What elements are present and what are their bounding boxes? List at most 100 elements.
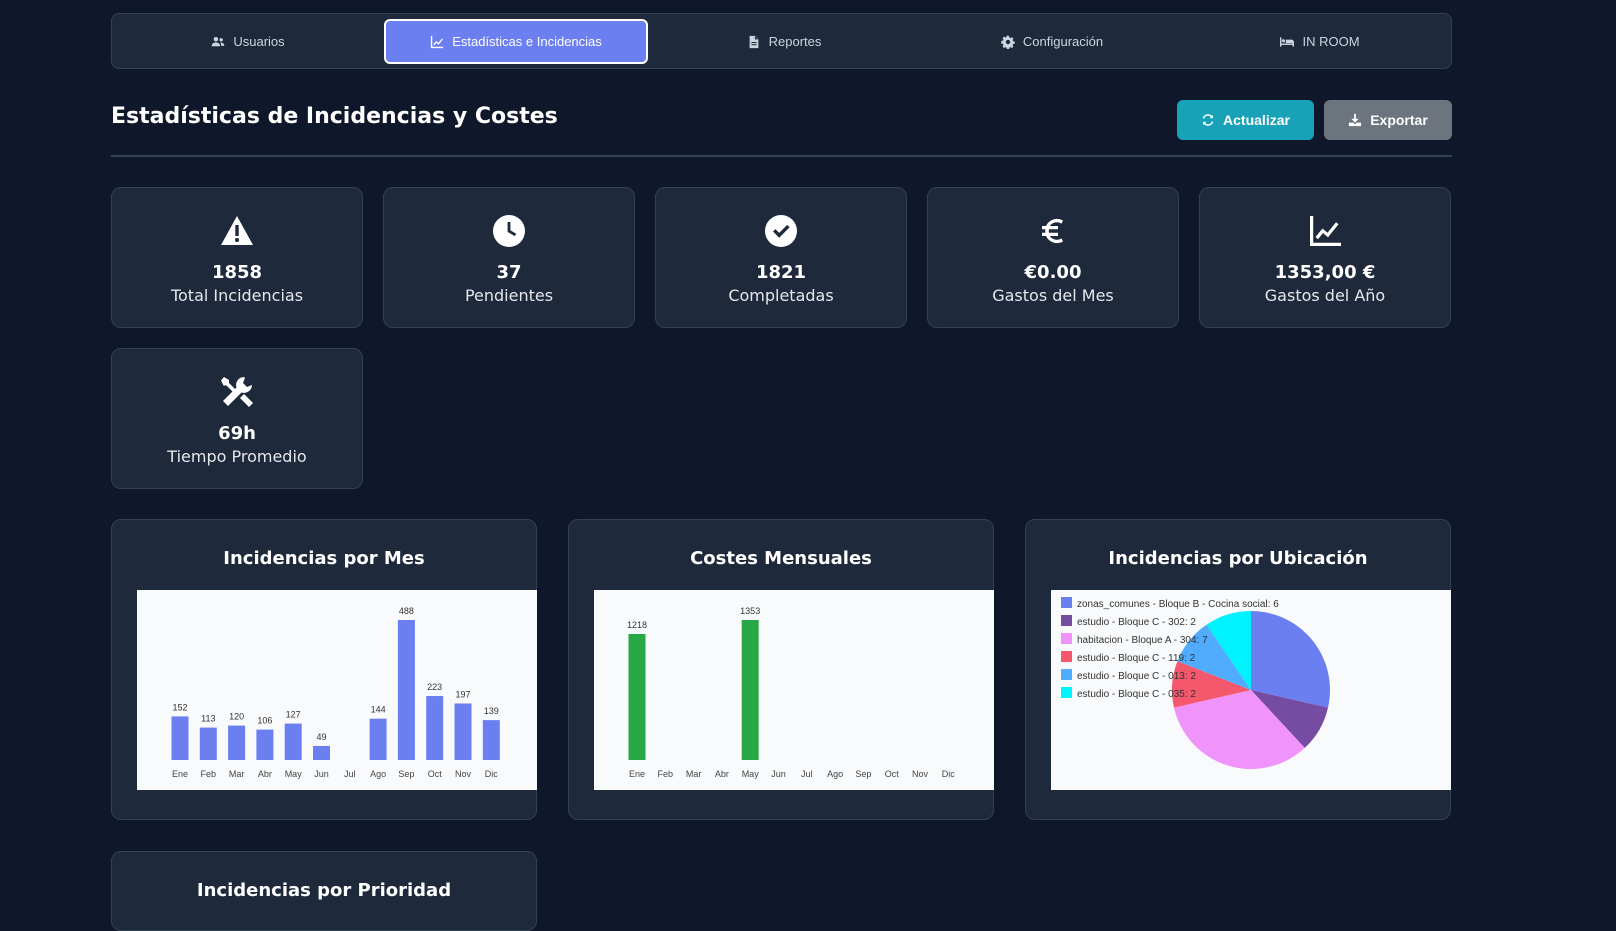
bar xyxy=(369,718,387,760)
legend-label: estudio - Bloque C - 119: 2 xyxy=(1077,653,1196,664)
legend-label: estudio - Bloque C - 013: 2 xyxy=(1077,671,1196,682)
tick-label: Mar xyxy=(229,769,245,779)
legend-swatch xyxy=(1061,687,1072,698)
stat-value: 1858 xyxy=(211,262,263,283)
stat-value: 69h xyxy=(218,423,256,444)
refresh-icon xyxy=(1202,114,1214,126)
tick-label: May xyxy=(285,769,303,779)
tick-label: Nov xyxy=(455,769,472,779)
chart-title: Incidencias por Prioridad xyxy=(196,880,452,901)
data-label: 139 xyxy=(484,706,499,716)
stat-icon-wrap xyxy=(656,214,906,248)
tick-label: Jul xyxy=(344,769,356,779)
bar-chart-by-month: 152 Ene 113 Feb 120 Mar 106 Abr 127 May 49 Jun Jul 14… xyxy=(171,606,500,779)
bar xyxy=(741,620,759,760)
bar xyxy=(171,716,189,760)
tick-label: Nov xyxy=(912,769,929,779)
bar xyxy=(397,620,415,760)
tick-label: Oct xyxy=(885,769,900,779)
stat-card-month-costs: €0.00 Gastos del Mes xyxy=(927,187,1179,328)
chart-line-icon xyxy=(1310,216,1341,246)
stat-label: Gastos del Mes xyxy=(992,286,1114,305)
tick-label: Jun xyxy=(314,769,329,779)
tick-label: Dic xyxy=(485,769,498,779)
data-label: 127 xyxy=(286,710,301,720)
pie-slice xyxy=(1251,611,1330,708)
chart-title: Incidencias por Mes xyxy=(223,548,425,569)
bar xyxy=(284,723,302,760)
bar xyxy=(199,727,217,760)
tab-usuarios[interactable]: Usuarios xyxy=(116,19,380,64)
stat-label: Completadas xyxy=(728,286,834,305)
check-circle-icon xyxy=(765,215,797,247)
tab-estadisticas[interactable]: Estadísticas e Incidencias xyxy=(384,19,648,64)
stat-label: Total Incidencias xyxy=(170,286,304,305)
legend-label: estudio - Bloque C - 302: 2 xyxy=(1077,617,1196,628)
tick-label: Ene xyxy=(629,769,645,779)
bar-chart-costs: 1218 Ene Feb Mar Abr 1353 May Jun Jul Ago Sep Oct No… xyxy=(627,606,955,779)
tab-label: Configuración xyxy=(1022,34,1104,49)
file-icon xyxy=(749,35,758,48)
pie-slice xyxy=(1173,690,1305,769)
data-label: 197 xyxy=(455,689,470,699)
refresh-button[interactable]: Actualizar xyxy=(1177,100,1314,140)
main-navbar: Usuarios Estadísticas e Incidencias Repo… xyxy=(111,13,1452,69)
chart-title: Costes Mensuales xyxy=(690,548,872,569)
tab-reportes[interactable]: Reportes xyxy=(652,19,916,64)
legend-swatch xyxy=(1061,669,1072,680)
legend-swatch xyxy=(1061,633,1072,644)
stat-card-year-costs: 1353,00 € Gastos del Año xyxy=(1199,187,1451,328)
stat-icon-wrap xyxy=(384,214,634,248)
stat-card-pending: 37 Pendientes xyxy=(383,187,635,328)
bar xyxy=(228,725,246,760)
tick-label: Ago xyxy=(827,769,843,779)
tick-label: Sep xyxy=(398,769,414,779)
refresh-label: Actualizar xyxy=(1223,112,1290,128)
tab-configuracion[interactable]: Configuración xyxy=(920,19,1184,64)
pie-slice xyxy=(1251,690,1329,748)
tab-in-room[interactable]: IN ROOM xyxy=(1188,19,1452,64)
chart-line-icon xyxy=(431,35,444,48)
stat-icon-wrap xyxy=(1200,214,1450,248)
tick-label: Feb xyxy=(201,769,217,779)
data-label: 152 xyxy=(172,702,187,712)
tab-label: Estadísticas e Incidencias xyxy=(452,34,602,49)
stat-card-completed: 1821 Completadas xyxy=(655,187,907,328)
gear-icon xyxy=(1001,34,1015,49)
users-icon xyxy=(212,36,225,46)
tick-label: Jun xyxy=(771,769,786,779)
data-label: 113 xyxy=(201,714,215,724)
export-button[interactable]: Exportar xyxy=(1324,100,1452,140)
data-label: 120 xyxy=(229,712,244,722)
legend-swatch xyxy=(1061,651,1072,662)
euro-icon xyxy=(1042,218,1063,244)
pie-slice xyxy=(1206,611,1251,690)
export-label: Exportar xyxy=(1370,112,1428,128)
tools-icon xyxy=(221,377,253,407)
download-icon xyxy=(1349,113,1362,127)
stat-value: 1353,00 € xyxy=(1274,262,1376,283)
stat-value: 1821 xyxy=(755,262,807,283)
tick-label: Sep xyxy=(855,769,871,779)
data-label: 1218 xyxy=(627,620,647,630)
data-label: 223 xyxy=(427,682,442,692)
pie-chart-by-location: zonas_comunes - Bloque B - Cocina social… xyxy=(1061,597,1330,769)
header-divider xyxy=(111,155,1452,157)
tick-label: Abr xyxy=(715,769,729,779)
chart-canvas: zonas_comunes - Bloque B - Cocina social… xyxy=(1051,590,1451,790)
data-label: 49 xyxy=(316,732,326,742)
tick-label: Feb xyxy=(658,769,674,779)
legend-label: habitacion - Bloque A - 304: 7 xyxy=(1077,635,1208,646)
data-label: 106 xyxy=(257,716,272,726)
legend-swatch xyxy=(1061,615,1072,626)
stat-card-avg-time: 69h Tiempo Promedio xyxy=(111,348,363,489)
bar xyxy=(454,703,472,760)
bar xyxy=(313,745,330,760)
bed-icon xyxy=(1280,36,1295,47)
bar xyxy=(426,696,444,760)
chart-card-by-month: Incidencias por Mes 152 Ene 113 Feb 120 Mar 10… xyxy=(111,519,537,820)
tick-label: Dic xyxy=(942,769,955,779)
legend-label: estudio - Bloque C - 035: 2 xyxy=(1077,689,1196,700)
stat-value: 37 xyxy=(496,262,522,283)
pie-slice xyxy=(1172,661,1251,708)
